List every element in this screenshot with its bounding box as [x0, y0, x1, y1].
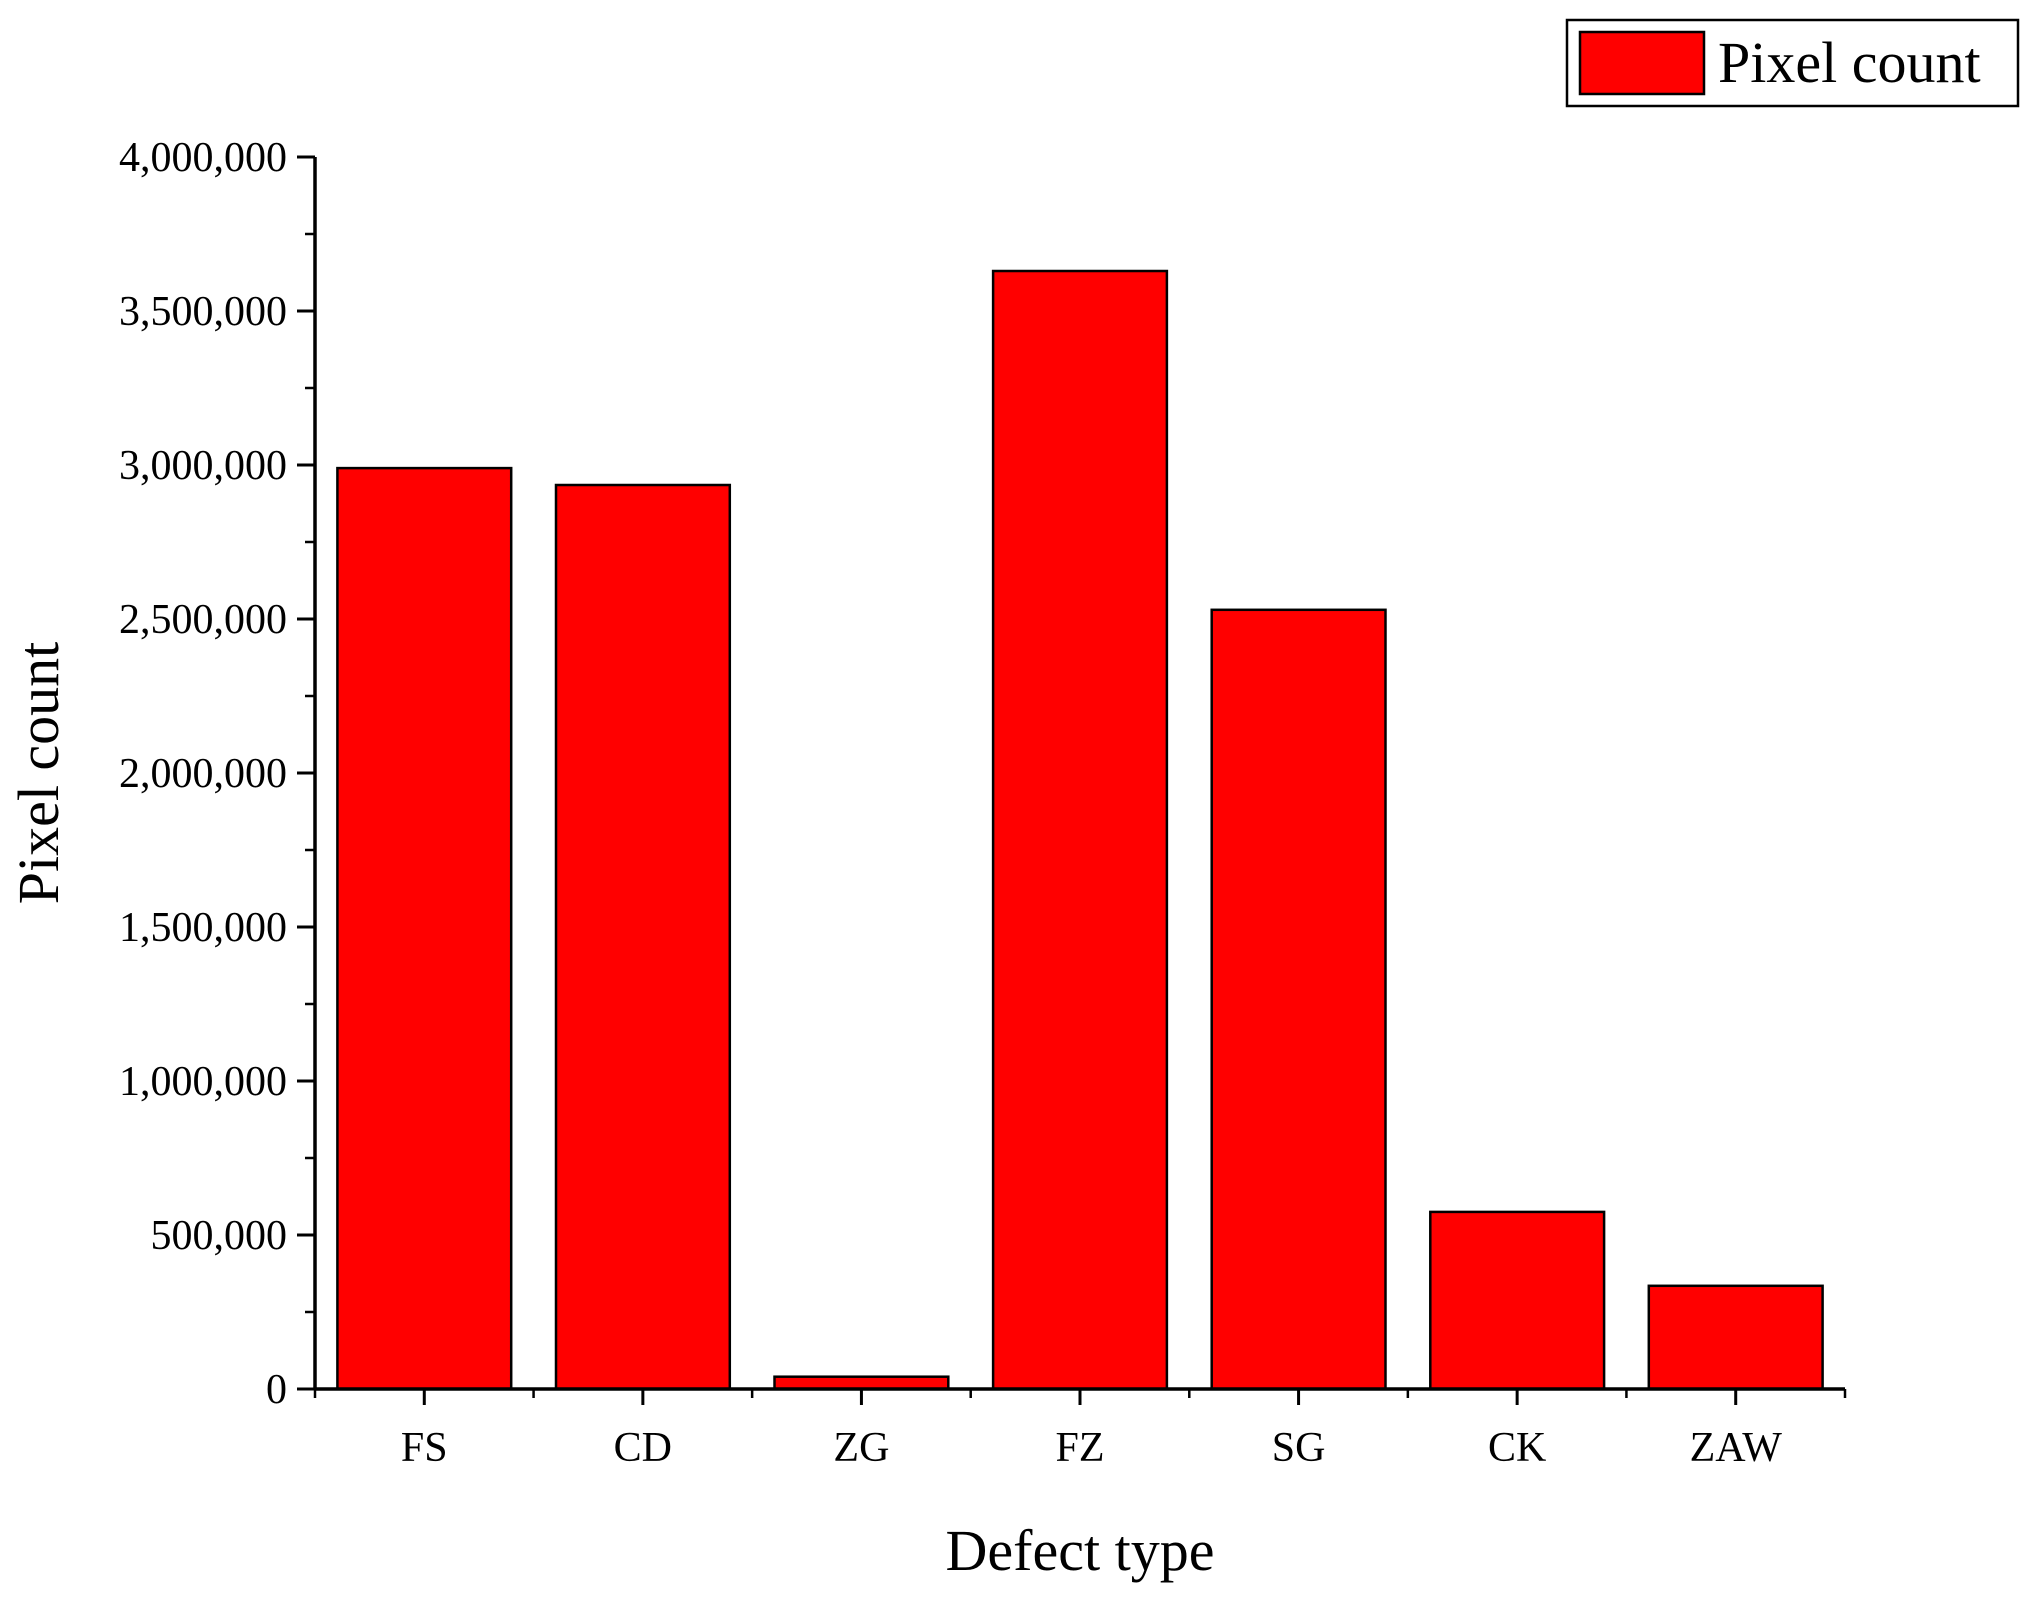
bar-fs	[336, 466, 513, 1391]
bar-ck	[1429, 1210, 1606, 1391]
x-tick-label: ZG	[833, 1425, 889, 1471]
axes-layer	[297, 155, 1847, 1405]
y-tick-label: 1,000,000	[119, 1059, 287, 1105]
legend-label: Pixel count	[1718, 30, 1981, 95]
x-tick-label: CK	[1488, 1425, 1546, 1471]
bar-sg	[1210, 608, 1387, 1391]
bars-layer	[336, 269, 1824, 1391]
y-tick-label: 3,000,000	[119, 443, 287, 489]
x-axis-title: Defect type	[946, 1518, 1215, 1583]
y-tick-label: 2,500,000	[119, 597, 287, 643]
legend: Pixel count	[1565, 18, 2020, 108]
x-tick-label: FZ	[1055, 1425, 1104, 1471]
y-tick-label: 1,500,000	[119, 905, 287, 951]
y-tick-label: 500,000	[151, 1213, 288, 1259]
y-tick-label: 3,500,000	[119, 289, 287, 335]
y-tick-label: 0	[266, 1367, 287, 1413]
labels-layer: FS CD ZG FZ SG CK ZAW 0 500,000 1,000,000 1,500,00…	[6, 135, 1782, 1583]
bar-zaw	[1647, 1284, 1824, 1391]
x-tick-label: FS	[401, 1425, 448, 1471]
bar-fz	[991, 269, 1169, 1391]
bar-zg	[773, 1375, 950, 1391]
y-axis-title: Pixel count	[6, 642, 71, 905]
x-tick-label: ZAW	[1690, 1425, 1783, 1471]
bar-cd	[554, 483, 732, 1391]
x-tick-label: CD	[614, 1425, 672, 1471]
legend-swatch	[1578, 30, 1706, 96]
y-tick-label: 4,000,000	[119, 135, 287, 181]
y-tick-label: 2,000,000	[119, 751, 287, 797]
x-tick-label: SG	[1272, 1425, 1326, 1471]
